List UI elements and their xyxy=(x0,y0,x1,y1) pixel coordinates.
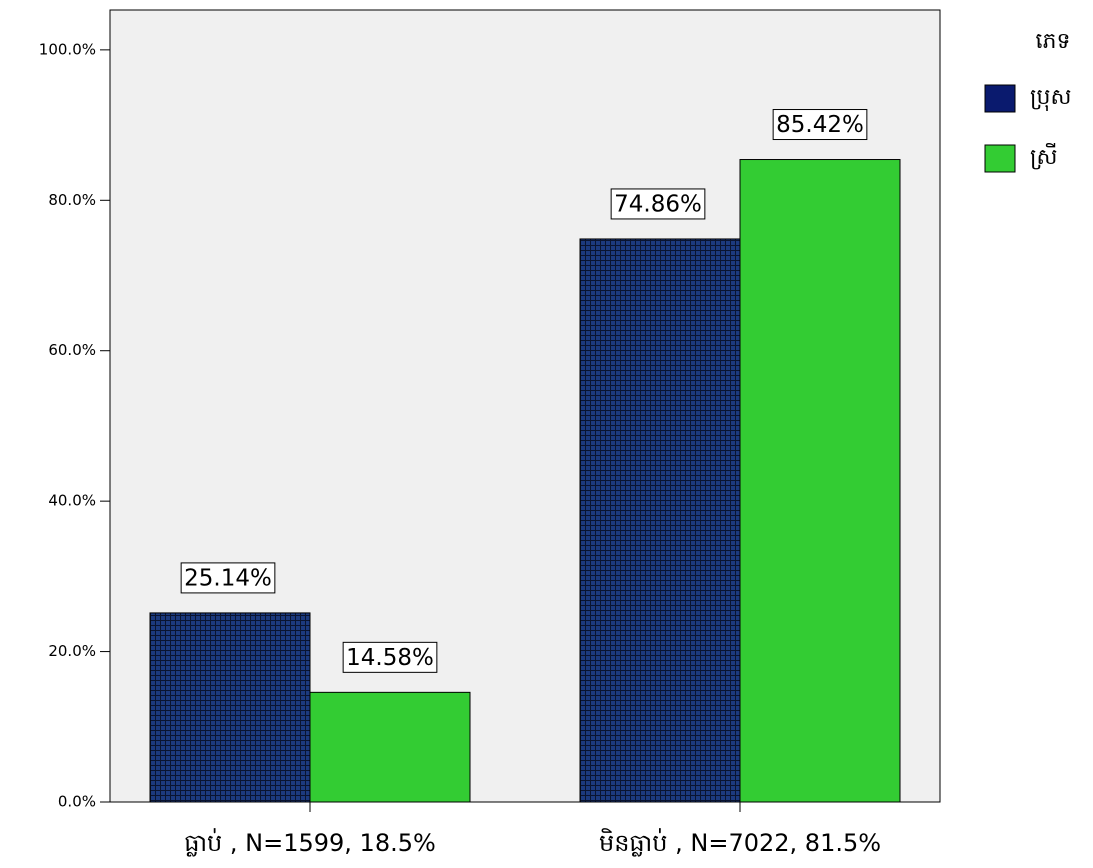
y-tick-label: 20.0% xyxy=(48,642,96,660)
y-tick-label: 80.0% xyxy=(48,191,96,209)
legend-title: ភេទ xyxy=(1036,29,1071,54)
legend-swatch xyxy=(984,144,1016,173)
value-label: 25.14% xyxy=(184,565,272,591)
value-label-box xyxy=(342,641,438,673)
value-label-box xyxy=(772,109,868,141)
y-tick-label: 100.0% xyxy=(39,40,96,58)
value-label-box xyxy=(180,562,276,594)
legend-label: ស្រី xyxy=(1030,143,1058,170)
value-label-box xyxy=(610,188,706,220)
bar xyxy=(309,691,471,803)
bar xyxy=(149,612,311,803)
y-tick-label: 40.0% xyxy=(48,492,96,510)
y-tick-label: 0.0% xyxy=(58,793,96,811)
value-label: 14.58% xyxy=(346,645,434,671)
y-tick-label: 60.0% xyxy=(48,341,96,359)
legend-swatch xyxy=(984,84,1016,113)
value-label: 74.86% xyxy=(614,191,702,217)
x-tick-label: មិនធ្លាប់ , N=7022, 81.5% xyxy=(599,828,881,857)
value-label: 85.42% xyxy=(776,112,864,138)
bar xyxy=(579,238,741,803)
legend-label: ប្រុស xyxy=(1030,85,1071,111)
x-tick-label: ធ្លាប់ , N=1599, 18.5% xyxy=(184,828,436,857)
bar xyxy=(739,159,901,803)
